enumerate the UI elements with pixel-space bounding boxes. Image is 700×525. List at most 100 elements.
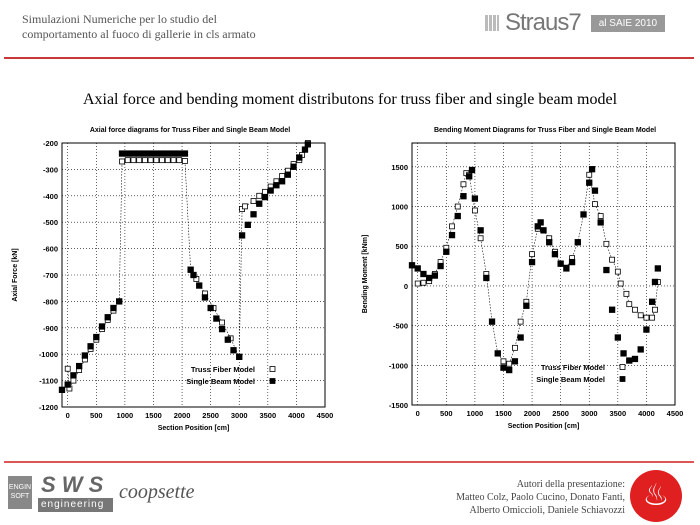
legend-label: Truss Fiber Model (541, 363, 605, 372)
legend-marker (269, 378, 276, 384)
data-point (592, 201, 598, 208)
data-point (626, 357, 633, 364)
legend-label: Truss Fiber Model (191, 365, 255, 374)
y-tick-label: -1200 (39, 403, 58, 412)
data-point (304, 141, 311, 148)
y-tick-label: -1100 (39, 377, 58, 386)
data-point (443, 248, 450, 255)
data-point (529, 251, 535, 258)
data-point (537, 219, 544, 226)
x-tick-label: 1500 (145, 411, 162, 420)
legend-label: Single Beam Model (536, 375, 605, 384)
data-point (454, 212, 461, 220)
enginsoft-logo: ENGIN SOFT (8, 475, 32, 509)
data-point (119, 158, 125, 165)
presentation-header: Simulazioni Numeriche per lo studio del … (22, 12, 256, 42)
coopsette-logo: coopsette (119, 480, 195, 503)
x-tick-label: 500 (440, 409, 453, 418)
data-point (124, 150, 131, 157)
data-point (170, 157, 177, 164)
data-point (296, 154, 303, 161)
data-point (614, 334, 621, 341)
data-point (574, 239, 581, 246)
header-line-2: comportamento al fuoco di gallerie in cl… (22, 27, 256, 41)
data-point (609, 256, 616, 263)
data-point (136, 157, 143, 164)
series-line (67, 142, 309, 390)
y-tick-label: -1000 (389, 361, 408, 370)
x-tick-label: 2500 (202, 411, 219, 420)
slide-title: Axial force and bending moment distribut… (82, 91, 618, 108)
data-point (448, 231, 456, 239)
data-point (273, 182, 280, 189)
y-tick-label: 500 (395, 242, 408, 251)
data-point (176, 157, 183, 164)
saie-badge: al SAIE 2010 (590, 14, 666, 32)
data-point (557, 260, 564, 267)
y-axis-label: Axial Force [kN] (12, 248, 19, 301)
charts: Axial force diagrams for Truss Fiber and… (12, 127, 683, 432)
data-point (250, 211, 257, 218)
data-point (256, 192, 263, 199)
data-point (164, 157, 171, 164)
plot-frame (61, 142, 326, 408)
data-point (652, 306, 658, 313)
y-tick-label: -500 (393, 322, 408, 331)
y-tick-label: 0 (404, 282, 408, 291)
y-tick-label: -300 (43, 165, 58, 174)
authors-line-1: Matteo Colz, Paolo Cucino, Donato Fanti, (456, 492, 625, 503)
data-point (98, 323, 106, 330)
data-point (626, 301, 633, 308)
data-point (242, 203, 248, 210)
chart-title: Bending Moment Diagrams for Truss Fiber … (434, 127, 656, 134)
data-point (632, 306, 638, 313)
series-truss-fiber (414, 170, 661, 367)
legend-marker (269, 366, 276, 372)
authors-line-2: Alberto Omiccioli, Daniele Schiavozzi (469, 505, 625, 516)
data-point (648, 298, 656, 305)
data-point (182, 158, 188, 164)
data-point (164, 150, 171, 157)
y-tick-label: 1000 (391, 203, 408, 212)
y-tick-label: -200 (43, 139, 58, 148)
data-point (256, 200, 263, 207)
y-tick-label: 1500 (391, 163, 408, 172)
data-point (93, 333, 100, 341)
data-point (426, 274, 433, 282)
x-tick-label: 3500 (609, 409, 626, 418)
x-tick-label: 4000 (288, 411, 305, 420)
x-tick-label: 0 (416, 409, 420, 418)
data-point (597, 213, 604, 219)
data-point (130, 150, 137, 157)
x-tick-label: 500 (90, 411, 103, 420)
series-single-beam (58, 141, 311, 393)
data-point (643, 314, 650, 321)
data-point (511, 358, 519, 365)
data-point (623, 290, 630, 297)
data-point (153, 150, 160, 157)
data-point (431, 272, 439, 279)
data-point (494, 350, 501, 357)
data-point (580, 211, 587, 218)
data-point (147, 157, 154, 164)
data-point (238, 232, 246, 239)
y-tick-label: -1000 (39, 350, 58, 359)
data-point (181, 150, 189, 157)
data-point (64, 381, 71, 388)
data-point (267, 187, 274, 194)
data-point (477, 227, 484, 234)
data-point (588, 166, 596, 173)
legend-marker (619, 364, 626, 370)
data-point (586, 171, 593, 178)
data-point (603, 266, 610, 274)
data-point (64, 365, 71, 372)
data-point (261, 193, 269, 201)
data-point (617, 280, 624, 287)
straus7-logo-text: Straus7 (505, 9, 582, 36)
authors-heading: Autori della presentazione: (516, 479, 625, 490)
data-point (500, 358, 507, 365)
data-point (213, 315, 220, 322)
straus7-logo: Straus7 al SAIE 2010 (485, 9, 666, 37)
data-point (517, 334, 524, 341)
series-truss-fiber (64, 140, 311, 392)
